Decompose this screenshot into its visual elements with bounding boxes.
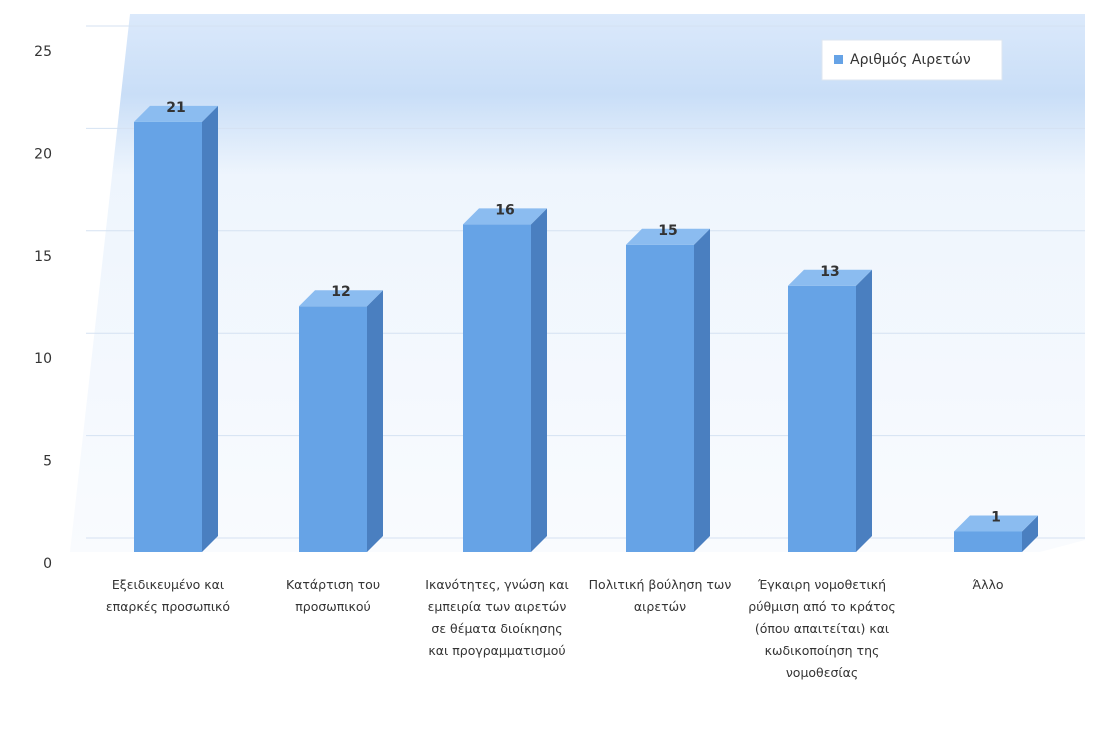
bar-top: [463, 208, 547, 225]
bar-side: [856, 269, 872, 552]
y-tick-label: 20: [34, 146, 52, 162]
x-tick-label: Κατάρτιση του προσωπικού: [285, 577, 381, 614]
y-tick-label: 10: [34, 351, 52, 367]
y-tick-label: 25: [34, 44, 52, 60]
bar-front: [788, 285, 856, 552]
back-wall: [70, 14, 1085, 552]
bar: [134, 105, 218, 553]
bar-front: [463, 224, 531, 552]
y-tick-label: 5: [43, 454, 52, 470]
x-tick-label: Εξειδικευμένο και επαρκές προσωπικό: [105, 577, 231, 614]
x-tick-label: Έγκαιρη νομοθετική ρύθμιση από το κράτος…: [748, 577, 896, 680]
bar-side: [694, 228, 710, 553]
bar-side: [531, 208, 547, 552]
legend-label: Αριθμός Αιρετών: [850, 52, 971, 68]
bar-top: [788, 269, 872, 286]
y-tick-label: 15: [34, 249, 52, 265]
bar-side: [367, 290, 383, 552]
data-label: 1: [991, 510, 1001, 526]
bar: [954, 515, 1038, 552]
x-tick-label: Άλλο: [972, 577, 1004, 592]
data-label: 21: [166, 100, 185, 116]
y-tick-label: 0: [43, 556, 52, 572]
data-label: 15: [658, 223, 677, 239]
legend-box: [821, 39, 1003, 81]
x-tick-label: Ικανότητες, γνώση και εμπειρία των αιρετ…: [425, 577, 569, 658]
legend-swatch: [834, 55, 843, 64]
bar-side: [202, 105, 218, 553]
bar-front: [134, 121, 202, 553]
bar-top: [626, 228, 710, 245]
bar-top: [954, 515, 1038, 532]
bar-front: [954, 531, 1022, 552]
data-label: 12: [331, 284, 350, 300]
data-label: 16: [495, 202, 514, 218]
bar: [299, 290, 383, 552]
x-tick-label: Πολιτική βούληση των αιρετών: [588, 577, 732, 614]
bar-side: [1022, 515, 1038, 552]
bar-front: [626, 244, 694, 553]
bar-front: [299, 306, 367, 552]
bar: [788, 269, 872, 552]
bar: [463, 208, 547, 552]
bar-top: [299, 290, 383, 307]
bar-top: [134, 105, 218, 122]
data-label: 13: [820, 264, 839, 280]
bar: [626, 228, 710, 553]
